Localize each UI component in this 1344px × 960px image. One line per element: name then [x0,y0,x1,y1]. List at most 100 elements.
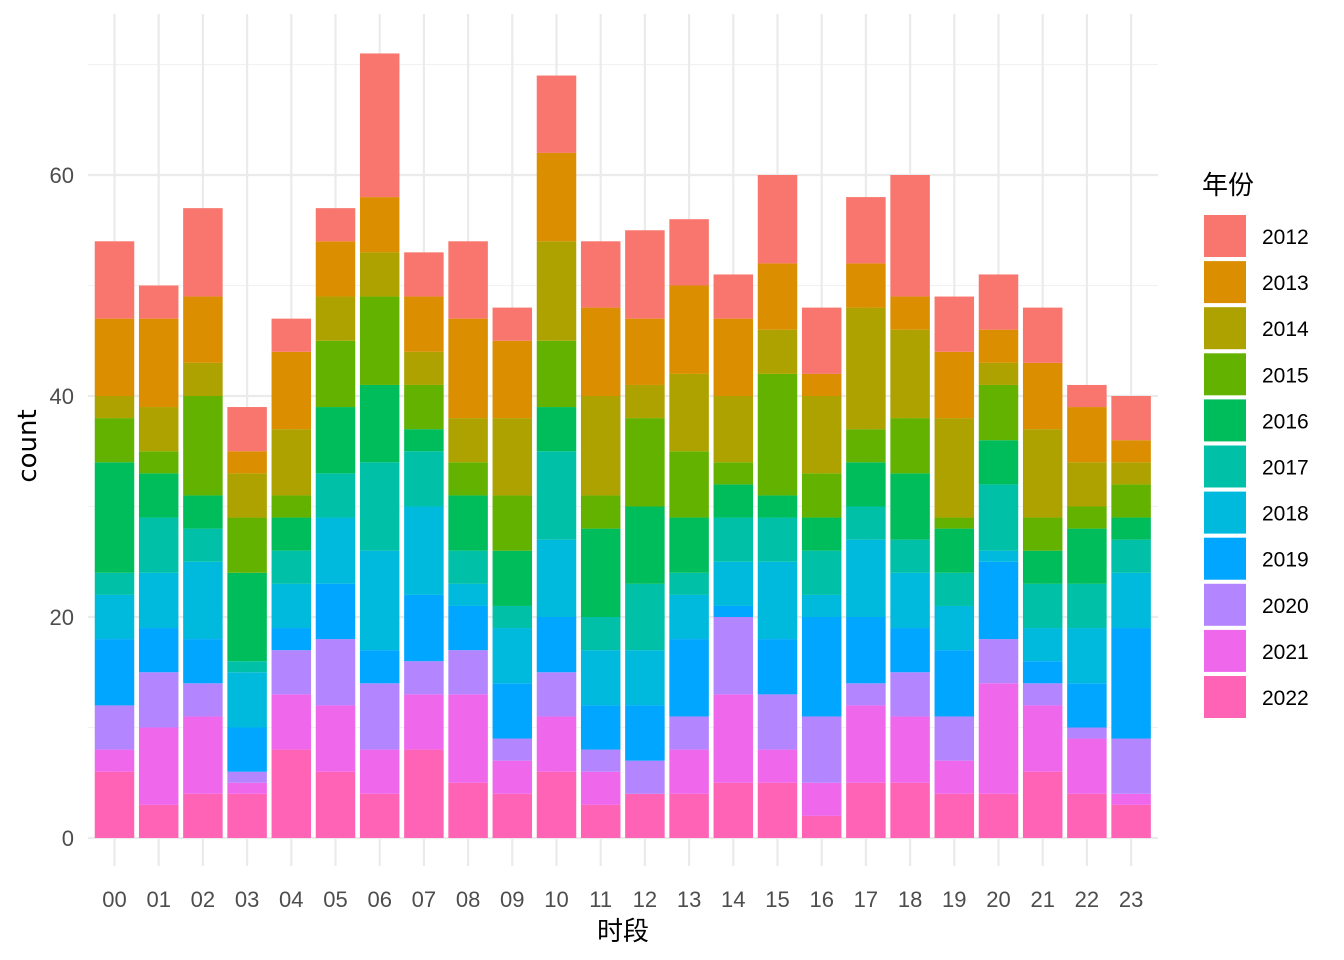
bar-segment [890,539,930,573]
x-tick-label: 05 [323,887,347,912]
bar-segment [227,782,267,794]
bar-segment [713,318,754,396]
bar-segment [271,694,312,750]
bar-segment [536,672,577,717]
bar-segment [359,650,400,684]
x-tick-label: 02 [191,887,215,912]
bar-segment [492,495,533,551]
legend-label: 2016 [1262,410,1309,433]
x-tick-label: 13 [677,887,701,912]
bar-segment [669,451,709,518]
bar-segment [183,396,223,496]
bar-segment [1111,440,1151,463]
bar-segment [1111,462,1151,485]
bar-segment [846,462,886,507]
bar-segment [359,252,400,297]
bar-segment [94,241,135,319]
bar-segment [138,804,179,838]
bar-segment [359,296,400,385]
bar-segment [315,771,356,838]
bar-segment [934,650,975,717]
bar-segment [625,760,665,794]
bar-segment [183,528,223,562]
bar-segment [404,661,444,695]
legend-swatch [1204,261,1246,304]
x-tick-label: 06 [367,887,391,912]
bar-segment [315,296,356,341]
x-tick-label: 00 [102,887,126,912]
bar-segment [94,418,135,463]
bar-segment [934,572,975,606]
bar-segment [1067,683,1107,728]
bar-segment [492,683,533,739]
bar-segment [801,617,842,717]
bar-segment [890,672,930,717]
bar-segment [492,550,533,606]
legend-label: 2020 [1262,595,1309,618]
x-tick-label: 01 [146,887,170,912]
bar-segment [713,396,754,463]
bar-segment [1022,661,1063,684]
bar-segment [1067,727,1107,739]
x-tick-label: 09 [500,887,524,912]
bar-segment [625,705,665,761]
bar-segment [94,594,135,640]
bar-segment [801,473,842,518]
x-tick-label: 08 [456,887,480,912]
bar-segment [448,550,488,584]
legend-swatch [1204,353,1246,396]
bar-segment [801,716,842,783]
bar-segment [890,782,930,838]
bar-segment [713,517,754,562]
bar-segment [1022,771,1063,838]
bar-segment [536,451,577,540]
bar-segment [978,274,1019,330]
bar-segment [536,716,577,772]
bar-segment [1067,506,1107,529]
legend-swatch [1204,445,1246,488]
bar-segment [846,307,886,430]
bar-segment [669,639,709,717]
bar-segment [138,727,179,805]
bar-segment [536,152,577,242]
x-tick-label: 16 [809,887,833,912]
bar-segment [757,329,798,374]
bar-segment [580,617,621,651]
bar-segment [271,495,312,518]
bar-segment [846,683,886,706]
bar-segment [1067,583,1107,629]
bar-segment [138,672,179,728]
bar-segment [315,208,356,242]
bar-segment [138,285,179,319]
bar-segment [359,749,400,794]
legend-swatch [1204,399,1246,442]
bar-segment [94,318,135,396]
bar-segment [183,561,223,640]
bar-segment [669,517,709,573]
bar-segment [669,793,709,838]
x-axis-tick-labels: 00 01 02 03 04 05 06 07 08 09 10 11 12 13 14 15 16 17 18 19… [102,887,1143,912]
bar-segment [271,550,312,584]
bar-segment [138,517,179,573]
x-tick-label: 23 [1119,887,1143,912]
bar-segment [404,506,444,595]
bar-segment [227,661,267,673]
bar-segment [625,384,665,419]
bar-segment [801,517,842,551]
x-tick-label: 14 [721,887,745,912]
bar-segment [757,263,798,330]
bar-segment [271,650,312,695]
legend-title: 年份 [1202,171,1254,201]
bar-segment [978,561,1019,640]
bar-segment [801,594,842,617]
bar-segment [1022,705,1063,772]
bar-segment [492,307,533,341]
bar-segment [359,384,400,463]
bar-segment [625,506,665,584]
bar-segment [1067,407,1107,463]
x-tick-label: 17 [854,887,878,912]
bar-segment [713,782,754,838]
bar-segment [315,241,356,297]
bar-segment [448,462,488,496]
